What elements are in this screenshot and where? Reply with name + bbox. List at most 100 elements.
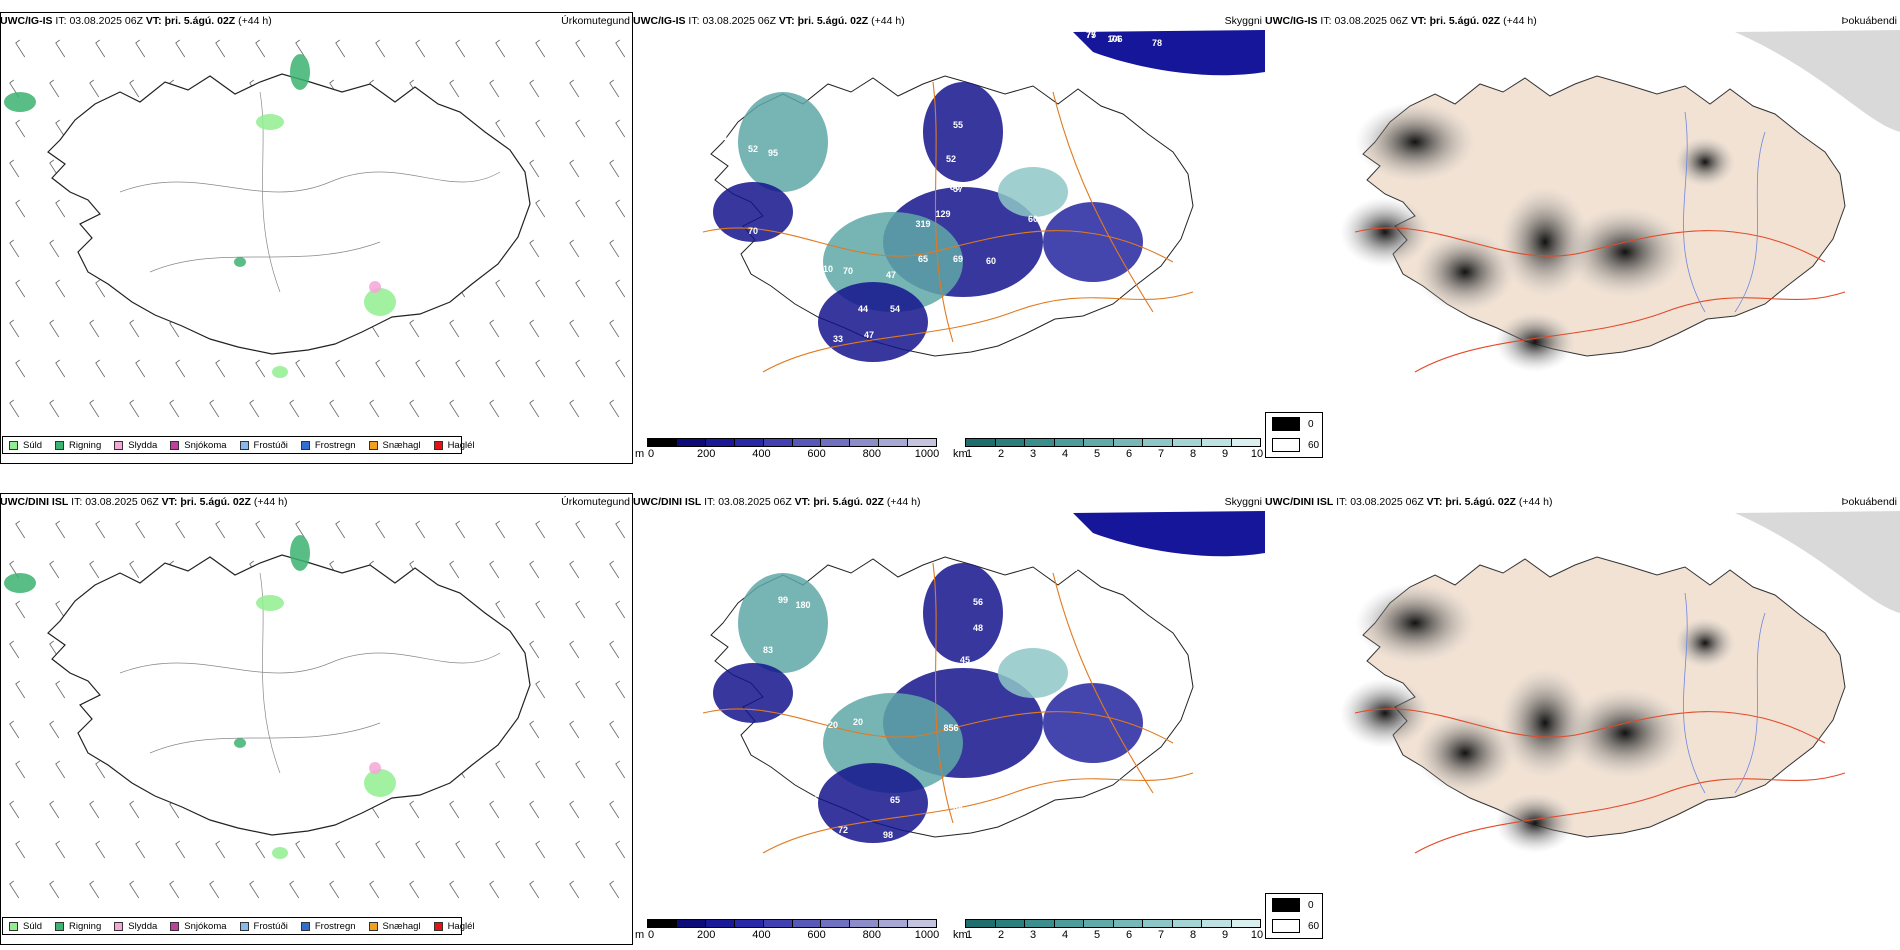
colorbar-swatch [705,920,735,927]
ceiling-label: 74 [1068,563,1078,573]
model-name: UWC/DINI ISL [1265,496,1334,508]
colorbar-swatch [1143,439,1173,446]
ceiling-label: 91 [718,132,728,142]
fog-swatch-high [1272,438,1300,452]
colorbar-tick: 3 [1029,929,1037,941]
ceiling-label: 77 [1038,543,1048,553]
model-name: UWC/IG-IS [1265,15,1318,27]
precip-legend-item: Rigning [55,921,101,932]
colorbar-swatch [821,439,851,446]
colorbar-swatch [1025,439,1055,446]
precip-legend-swatch [170,440,180,450]
ceiling-label: 81 [1060,555,1070,565]
rivers [1683,592,1766,794]
cloud-area [923,563,1003,663]
colorbar-unit: km [953,448,968,460]
panel-title-cloud: Skyggni [1224,15,1262,27]
ceiling-label: 47 [864,330,874,340]
colorbar-swatch [821,920,851,927]
ceiling-label: 75 [1086,30,1096,40]
ceiling-label: 45 [853,910,863,920]
colorbar-swatch [734,920,764,927]
ceiling-label: 60 [1028,214,1038,224]
ceiling-label: 52 [1048,159,1058,169]
precip-legend-item: Frostúði [239,921,288,932]
precip-legend-item: Frostúði [239,440,288,451]
precip-type-map-row1[interactable]: UWC/IG-IS IT: 03.08.2025 06Z VT: þri. 5.… [0,12,633,464]
cloud-area [738,573,828,673]
precip-legend-swatch [300,440,310,450]
colorbar-tick: 8 [1189,448,1197,460]
colorbar-swatch [705,439,735,446]
row2-cloud-header: UWC/DINI ISL IT: 03.08.2025 06Z VT: þri.… [633,493,920,511]
init-time: 03.08.2025 06Z [1350,496,1424,508]
precip-legend-label: Súld [23,439,43,451]
ceiling-label: 74 [1110,34,1120,44]
precip-map-canvas [4,520,626,899]
lead-time: (+44 h) [1503,15,1537,27]
ceiling-label: 98 [893,382,903,392]
init-label: IT: [55,15,67,27]
ceiling-label: 86 [953,805,963,815]
precip-type-map-row2[interactable]: UWC/DINI ISL IT: 03.08.2025 06Z VT: þri.… [0,493,633,945]
panel-title-precip: Úrkomutegund [561,15,630,27]
precip-legend-swatch [368,440,378,450]
precip-legend-label: Frostregn [314,920,356,932]
fog-map-canvas [1340,511,1900,854]
precip-area [290,535,310,571]
cloud-area [818,282,928,362]
ceiling-label: 74 [948,525,958,535]
colorbar-swatch [1084,920,1114,927]
ceiling-label: 38 [850,885,860,895]
cloud-ceiling-map-row1[interactable]: 284 158 77 75 74 78 16 91 52 95 55 52 86 319 129 70 54 10… [633,12,1265,464]
cloud-area [998,648,1068,698]
colorbar-tick: 600 [807,448,826,460]
roads [702,562,1194,854]
fog-legend-high: 60 [1308,920,1320,932]
precip-legend-label: Rigning [69,439,102,451]
init-label: IT: [1320,15,1332,27]
colorbar-swatch [879,920,909,927]
colorbar-tick: 7 [1157,448,1165,460]
precip-legend-swatch [114,440,124,450]
ceiling-label: 87 [1128,555,1138,565]
fog-swatch-low [1272,417,1300,431]
colorbar-swatch [1231,439,1260,446]
interior-lines [119,91,501,293]
ceiling-label: 319 [915,219,930,229]
precip-legend-item: Haglél [433,440,475,451]
cloud-ceiling-map-row2[interactable]: 74 78 70 87 77 84 81 74 79 87 99 180 83 56 48 45 20 20 856… [633,493,1265,945]
cloud-area [1043,683,1143,763]
fog-index-map-row2[interactable]: UWC/DINI ISL IT: 03.08.2025 06Z VT: þri.… [1265,493,1900,945]
precip-legend-swatch [55,440,65,450]
precip-legend-label: Rigning [69,920,102,932]
fog-area [1415,232,1515,312]
precip-legend-label: Haglél [447,920,475,932]
fog-index-map-row1[interactable]: UWC/IG-IS IT: 03.08.2025 06Z VT: þri. 5.… [1265,12,1900,464]
ceiling-label: 129 [935,209,950,219]
fog-area [1565,207,1685,297]
fog-area [1495,312,1575,372]
fog-area [1675,137,1735,187]
ceiling-label: 99 [778,595,788,605]
colorbar-swatch [1084,439,1114,446]
ceiling-label: 98 [883,830,893,840]
ceiling-label: 55 [998,49,1008,59]
panel-title-precip: Úrkomutegund [561,496,630,508]
ceiling-label: 72 [838,825,848,835]
cloud-area [923,82,1003,182]
lead-time: (+44 h) [886,496,921,508]
ceiling-label: 48 [973,623,983,633]
ceiling-label: 54 [778,254,788,264]
colorbar-swatch [995,920,1025,927]
colorbar-swatch [792,439,822,446]
colorbar-swatch [908,920,937,927]
ceiling-label: 55 [953,120,963,130]
lead-time: (+44 h) [253,496,288,508]
colorbar-swatch [1202,439,1232,446]
ceiling-label: 106 [1107,34,1122,44]
colorbar-tick: 4 [1061,929,1069,941]
valid-label: VT: [1410,15,1427,27]
row1-cloud-header: UWC/IG-IS IT: 03.08.2025 06Z VT: þri. 5.… [633,12,905,30]
